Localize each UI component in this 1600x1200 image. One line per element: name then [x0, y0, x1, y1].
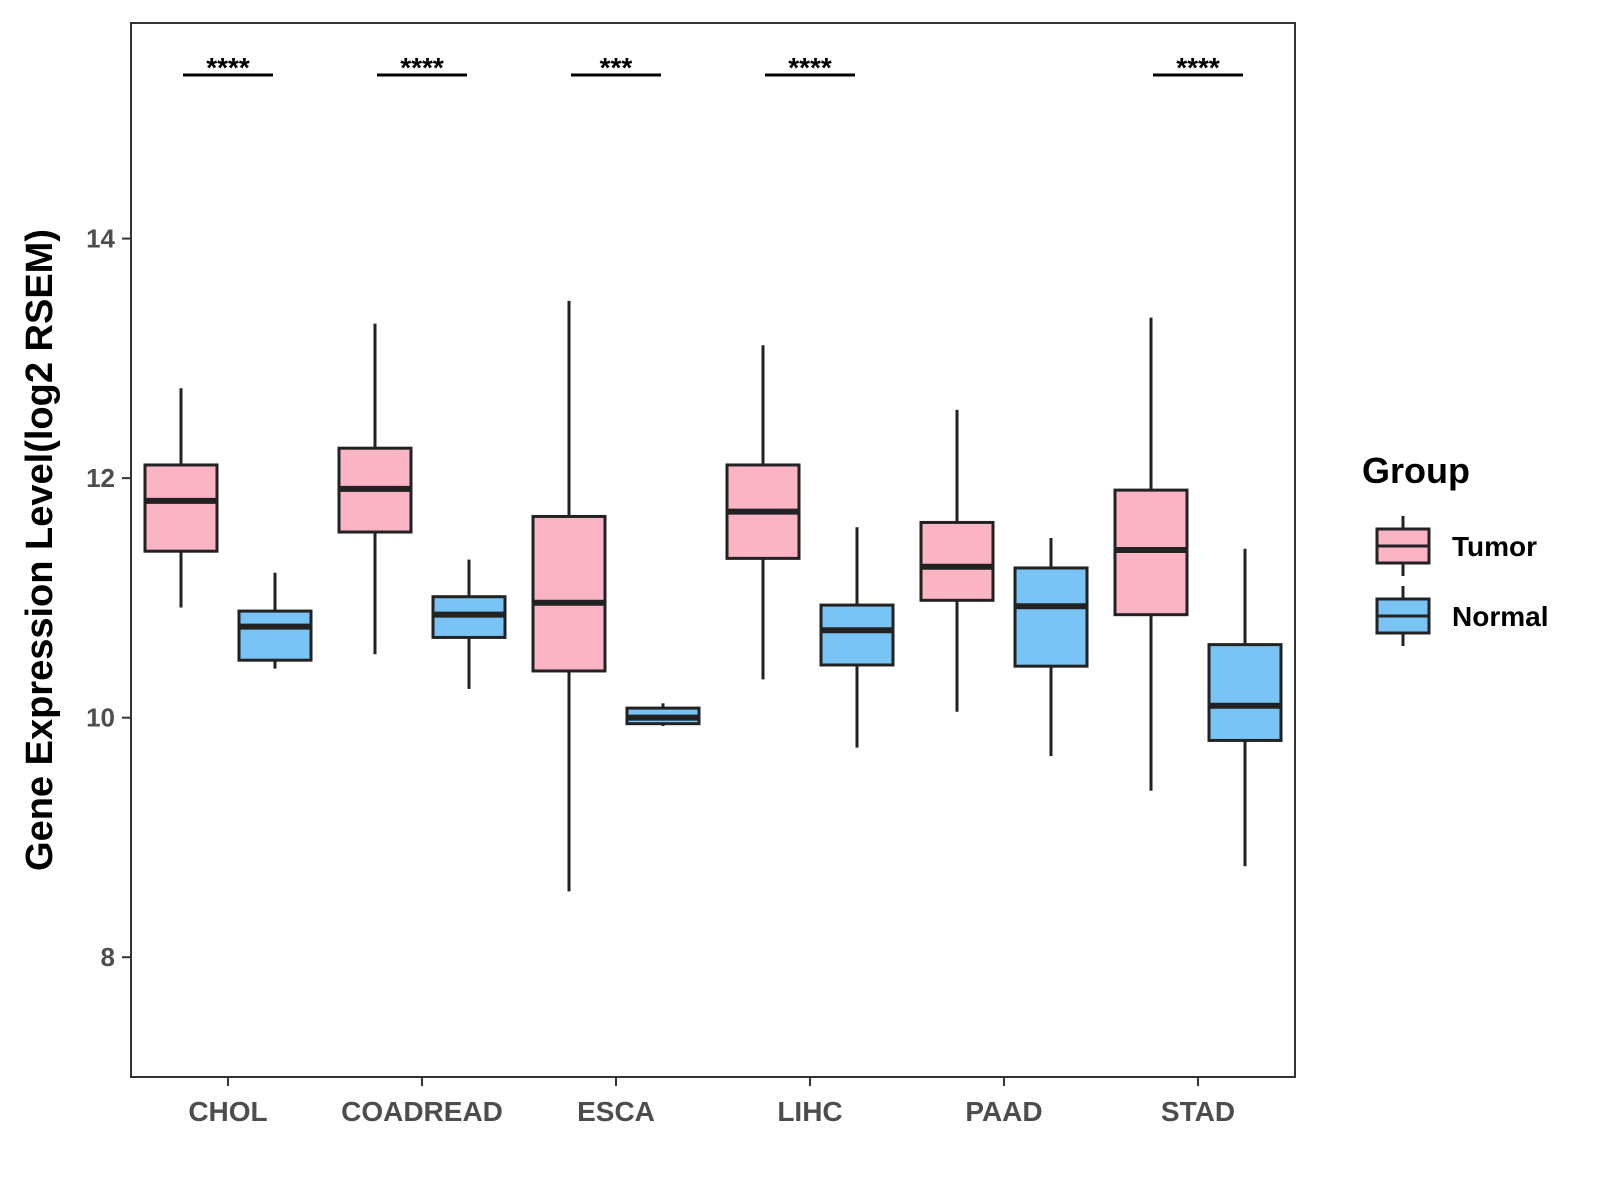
y-axis: 8 10 12 14 — [86, 224, 131, 972]
box-body — [237, 609, 313, 662]
significance-label: **** — [400, 52, 444, 83]
significance-label: *** — [600, 52, 633, 83]
legend-title: Group — [1362, 450, 1470, 491]
box-tumor-esca — [531, 300, 607, 892]
box-normal-coadread — [431, 559, 507, 689]
box-normal-chol — [237, 572, 313, 669]
box-normal-paad — [1013, 538, 1089, 757]
legend: Group Tumor Normal — [1362, 450, 1548, 646]
box-body — [819, 603, 895, 667]
box-tumor-paad — [919, 409, 995, 712]
y-tick-label: 14 — [86, 224, 115, 254]
y-tick-label: 10 — [86, 703, 115, 733]
box-normal-lihc — [819, 527, 895, 748]
box-body — [1207, 643, 1283, 742]
box-body — [919, 520, 995, 602]
x-tick-label: ESCA — [577, 1096, 655, 1127]
significance-layer: **** **** *** **** **** — [183, 52, 1243, 83]
plot-panel — [130, 22, 1296, 1078]
y-tick-label: 8 — [101, 942, 115, 972]
x-tick-label: STAD — [1161, 1096, 1235, 1127]
box-tumor-stad — [1113, 317, 1189, 791]
box-body — [1013, 566, 1089, 668]
box-layer — [143, 300, 1283, 892]
box-tumor-lihc — [725, 345, 801, 680]
box-body — [143, 463, 219, 553]
box-tumor-coadread — [337, 323, 413, 655]
significance-label: **** — [1176, 52, 1220, 83]
significance-label: **** — [206, 52, 250, 83]
x-tick-label: COADREAD — [341, 1096, 503, 1127]
legend-label: Normal — [1452, 601, 1548, 632]
box-tumor-chol — [143, 388, 219, 608]
x-tick-label: LIHC — [777, 1096, 842, 1127]
box-body — [531, 514, 607, 673]
significance-label: **** — [788, 52, 832, 83]
y-tick-label: 12 — [86, 463, 115, 493]
x-tick-label: CHOL — [188, 1096, 267, 1127]
y-axis-title: Gene Expression Level(log2 RSEM) — [19, 229, 61, 871]
x-tick-label: PAAD — [965, 1096, 1042, 1127]
legend-item-tumor: Tumor — [1375, 516, 1537, 576]
box-normal-esca — [625, 703, 701, 727]
box-normal-stad — [1207, 548, 1283, 867]
legend-item-normal: Normal — [1375, 586, 1548, 646]
legend-label: Tumor — [1452, 531, 1537, 562]
x-axis: CHOL COADREAD ESCA LIHC PAAD STAD — [188, 1077, 1235, 1127]
